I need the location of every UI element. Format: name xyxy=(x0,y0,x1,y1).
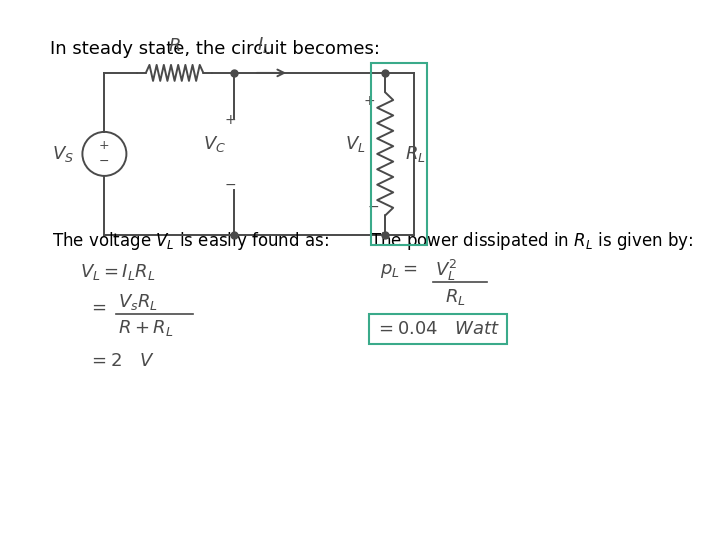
Text: $= 0.04 \quad Watt$: $= 0.04 \quad Watt$ xyxy=(375,320,500,338)
Text: −: − xyxy=(99,156,109,168)
Text: $R_L$: $R_L$ xyxy=(405,144,426,164)
Bar xyxy=(372,63,427,245)
Text: The power dissipated in $R_L$ is given by:: The power dissipated in $R_L$ is given b… xyxy=(370,230,693,252)
Text: In steady state, the circuit becomes:: In steady state, the circuit becomes: xyxy=(50,40,380,58)
Text: −: − xyxy=(224,178,236,192)
Text: $=$: $=$ xyxy=(88,298,107,316)
Text: $I_L$: $I_L$ xyxy=(257,35,271,55)
Text: +: + xyxy=(364,94,375,108)
Text: $V_C$: $V_C$ xyxy=(203,134,226,154)
Text: $V_S$: $V_S$ xyxy=(53,144,74,164)
Text: $V_L^2$: $V_L^2$ xyxy=(435,258,457,283)
Text: $p_L =$: $p_L =$ xyxy=(380,262,418,280)
Text: $R$: $R$ xyxy=(168,37,181,55)
Text: $V_L = I_L R_L$: $V_L = I_L R_L$ xyxy=(80,262,156,282)
Text: $= 2 \quad V$: $= 2 \quad V$ xyxy=(88,352,155,370)
Text: $V_s R_L$: $V_s R_L$ xyxy=(118,292,158,312)
Text: $V_L$: $V_L$ xyxy=(345,134,365,154)
Text: $R + R_L$: $R + R_L$ xyxy=(118,318,174,338)
Text: The voltage $V_L$ is easily found as:: The voltage $V_L$ is easily found as: xyxy=(52,230,329,252)
Text: +: + xyxy=(99,139,109,152)
Text: −: − xyxy=(367,200,379,214)
Text: +: + xyxy=(224,113,236,127)
Text: $R_L$: $R_L$ xyxy=(445,287,466,307)
